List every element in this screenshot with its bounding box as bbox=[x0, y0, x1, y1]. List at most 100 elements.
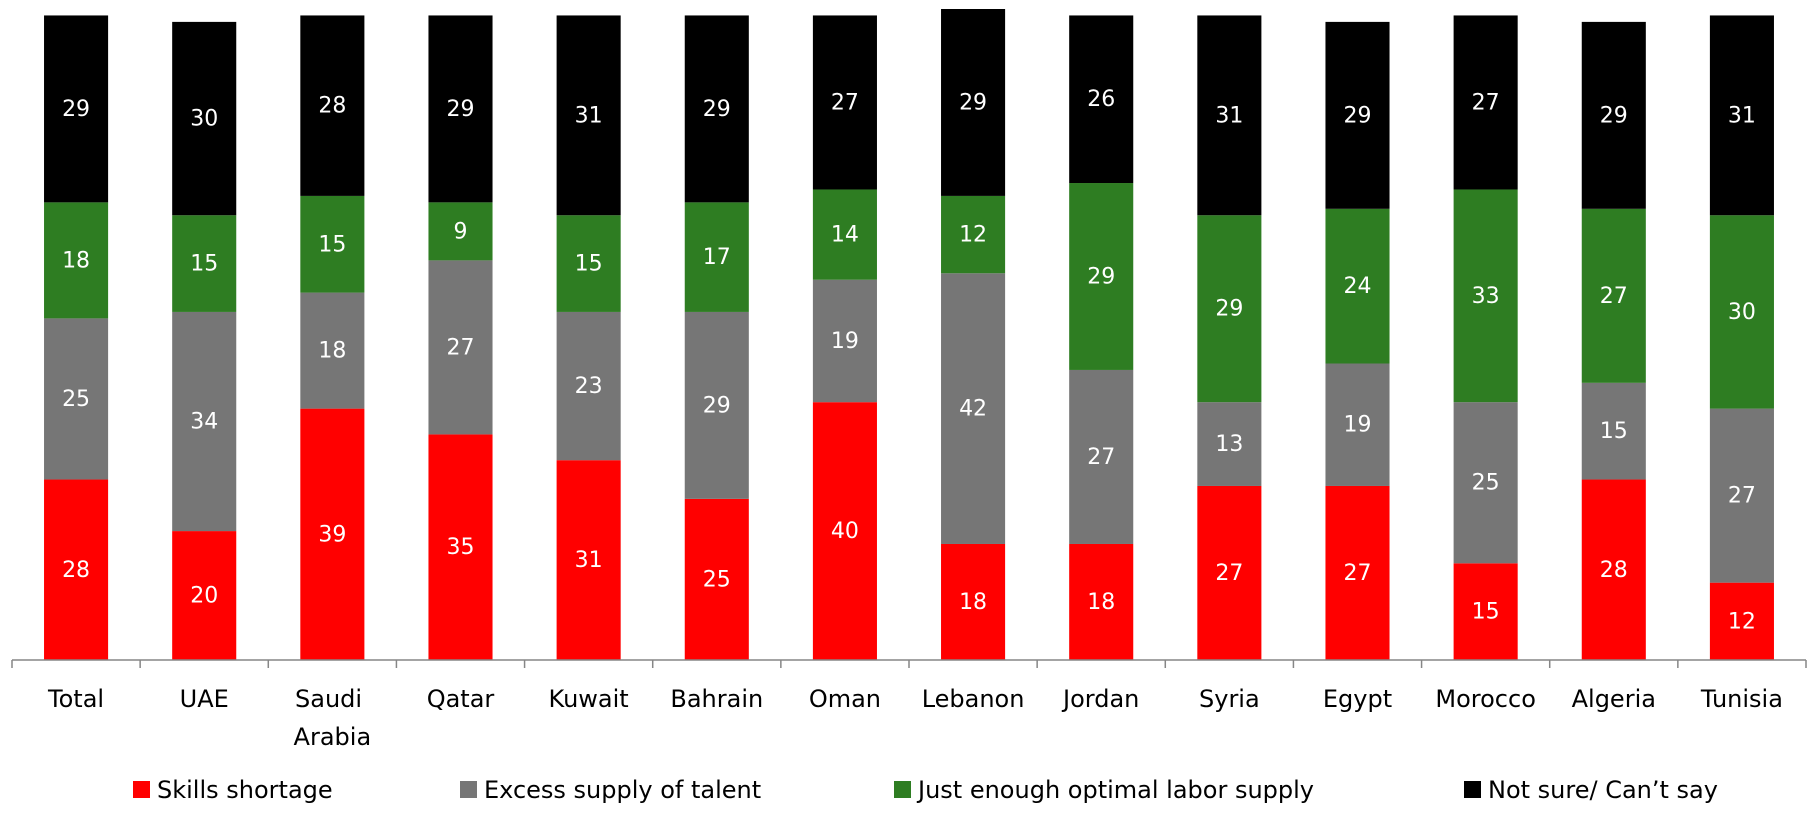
data-label: 29 bbox=[447, 97, 475, 122]
bar-segment bbox=[172, 311, 237, 532]
data-label: 29 bbox=[1600, 103, 1628, 128]
x-tick-label: Morocco bbox=[1435, 685, 1536, 713]
data-label: 12 bbox=[959, 223, 987, 248]
bar-segment bbox=[684, 311, 749, 499]
data-label: 12 bbox=[1728, 609, 1756, 634]
bar-segment bbox=[428, 260, 493, 435]
data-label: 14 bbox=[831, 223, 859, 248]
data-label: 31 bbox=[1215, 103, 1243, 128]
x-tick-label: Total bbox=[47, 685, 104, 713]
data-label: 33 bbox=[1472, 284, 1500, 309]
bar-segment bbox=[684, 202, 749, 312]
data-label: 25 bbox=[703, 567, 731, 592]
data-label: 31 bbox=[575, 103, 603, 128]
data-label: 23 bbox=[575, 374, 603, 399]
data-label: 29 bbox=[959, 90, 987, 115]
bar-segment bbox=[428, 434, 493, 660]
bar-segment bbox=[941, 273, 1006, 544]
legend-label: Excess supply of talent bbox=[484, 776, 761, 804]
bar-segment bbox=[941, 543, 1006, 660]
legend-label: Not sure/ Can’t say bbox=[1488, 776, 1718, 804]
data-label: 27 bbox=[1087, 445, 1115, 470]
data-label: 27 bbox=[831, 90, 859, 115]
bar-segment bbox=[1453, 15, 1518, 190]
data-label: 31 bbox=[575, 548, 603, 573]
data-label: 18 bbox=[959, 590, 987, 615]
bar-segment bbox=[1069, 543, 1134, 660]
legend-swatch bbox=[133, 781, 150, 798]
bar-segment bbox=[1581, 479, 1646, 660]
x-tick-label: Oman bbox=[809, 685, 881, 713]
data-label: 27 bbox=[447, 335, 475, 360]
data-label: 24 bbox=[1344, 274, 1372, 299]
data-label: 28 bbox=[318, 94, 346, 119]
bar-segment bbox=[300, 15, 365, 196]
bar-segment bbox=[941, 195, 1006, 274]
x-tick-label: Qatar bbox=[427, 685, 495, 713]
data-label: 29 bbox=[1087, 264, 1115, 289]
data-label: 30 bbox=[190, 107, 218, 132]
bar-segment bbox=[556, 311, 621, 461]
bar-segment bbox=[1709, 15, 1774, 216]
data-label: 15 bbox=[1472, 600, 1500, 625]
bar-segment bbox=[172, 215, 237, 312]
bar-segment bbox=[44, 318, 109, 480]
data-label: 26 bbox=[1087, 87, 1115, 112]
bar-segment bbox=[1581, 208, 1646, 383]
bar-segment bbox=[556, 460, 621, 660]
x-tick-label: Kuwait bbox=[549, 685, 629, 713]
bar-segment bbox=[1453, 189, 1518, 403]
x-tick-label: Bahrain bbox=[670, 685, 763, 713]
data-label: 15 bbox=[190, 252, 218, 277]
data-label: 39 bbox=[318, 522, 346, 547]
bar-segment bbox=[1197, 215, 1262, 403]
bar-segment bbox=[1069, 15, 1134, 184]
bar-segment bbox=[812, 279, 877, 403]
bar-segment bbox=[1325, 208, 1390, 364]
data-label: 29 bbox=[703, 393, 731, 418]
bar-segment bbox=[300, 292, 365, 409]
bar-segment bbox=[684, 498, 749, 660]
x-tick-label: Lebanon bbox=[922, 685, 1025, 713]
data-label: 18 bbox=[1087, 590, 1115, 615]
data-label: 29 bbox=[1215, 297, 1243, 322]
data-label: 13 bbox=[1215, 432, 1243, 457]
bar-segment bbox=[941, 9, 1006, 196]
bar-segment bbox=[812, 402, 877, 660]
x-tick-label: Syria bbox=[1199, 685, 1260, 713]
data-label: 18 bbox=[62, 248, 90, 273]
data-label: 30 bbox=[1728, 300, 1756, 325]
data-label: 29 bbox=[703, 97, 731, 122]
bar-segment bbox=[556, 215, 621, 312]
bar-segment bbox=[44, 202, 109, 319]
bar-segment bbox=[1325, 363, 1390, 486]
data-label: 29 bbox=[62, 97, 90, 122]
x-tick-label: Saudi Arabia bbox=[294, 685, 372, 751]
bar-segment bbox=[44, 15, 109, 203]
data-label: 18 bbox=[318, 339, 346, 364]
bar-segment bbox=[1581, 21, 1646, 209]
bar-segment bbox=[1453, 402, 1518, 564]
legend-label: Skills shortage bbox=[157, 776, 333, 804]
bar-segment bbox=[172, 21, 237, 216]
data-label: 17 bbox=[703, 245, 731, 270]
data-label: 9 bbox=[454, 219, 468, 244]
x-tick-label: Tunisia bbox=[1700, 685, 1783, 713]
bar-segment bbox=[300, 408, 365, 660]
data-label: 25 bbox=[1472, 471, 1500, 496]
data-label: 34 bbox=[190, 410, 218, 435]
data-label: 42 bbox=[959, 397, 987, 422]
bar-segment bbox=[1197, 15, 1262, 216]
bar-segment bbox=[1709, 582, 1774, 660]
data-label: 19 bbox=[831, 329, 859, 354]
bar-segment bbox=[1325, 485, 1390, 660]
bar-segment bbox=[428, 202, 493, 261]
bar-segment bbox=[812, 189, 877, 280]
data-label: 27 bbox=[1215, 561, 1243, 586]
data-label: 27 bbox=[1472, 90, 1500, 115]
data-label: 27 bbox=[1600, 284, 1628, 309]
bar-segment bbox=[556, 15, 621, 216]
data-label: 19 bbox=[1344, 413, 1372, 438]
x-tick-label: Algeria bbox=[1572, 685, 1656, 713]
